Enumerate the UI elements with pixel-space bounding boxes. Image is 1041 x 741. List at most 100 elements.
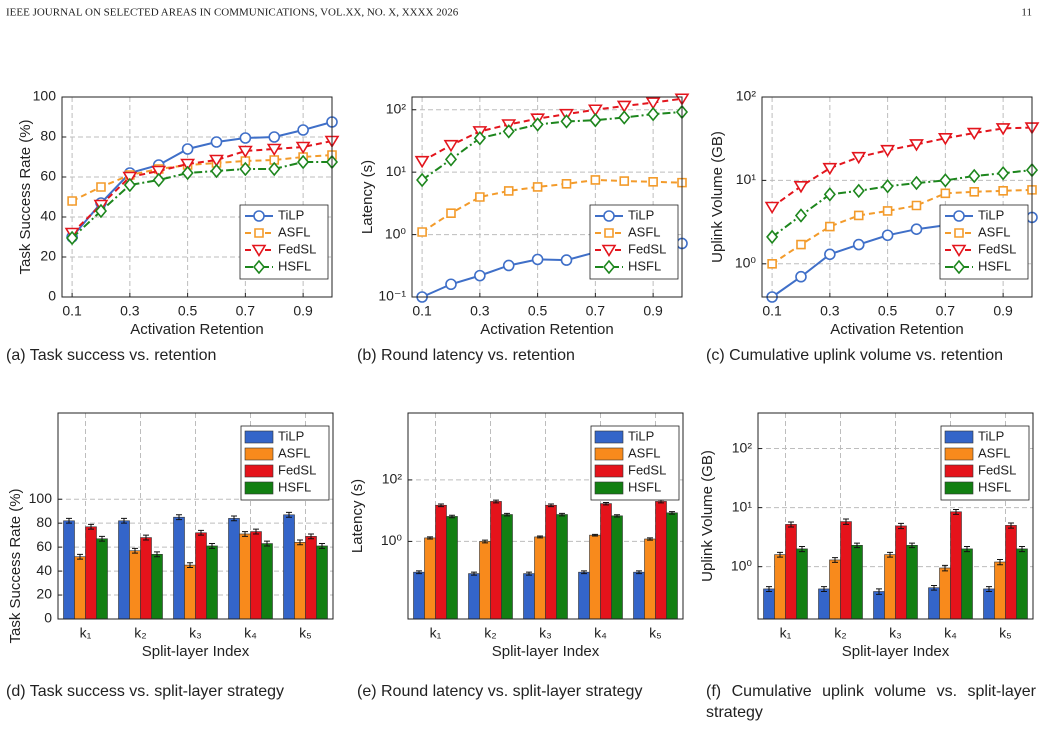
series-line bbox=[771, 188, 1033, 265]
legend-swatch bbox=[944, 464, 974, 478]
marker bbox=[253, 210, 265, 222]
y-tick-label: 10¹ bbox=[732, 498, 753, 514]
legend-label: TiLP bbox=[978, 428, 1004, 443]
series-line bbox=[71, 161, 332, 239]
error-bar bbox=[198, 529, 204, 536]
x-tick-label: k₃ bbox=[539, 625, 552, 641]
error-bar bbox=[427, 536, 433, 540]
bar bbox=[490, 501, 502, 620]
bar bbox=[545, 504, 557, 620]
marker bbox=[180, 158, 196, 172]
series-line bbox=[771, 169, 1033, 238]
y-tick-label: 10⁻¹ bbox=[378, 288, 406, 304]
error-bar bbox=[143, 534, 149, 541]
bar bbox=[534, 536, 546, 620]
marker bbox=[532, 182, 543, 192]
bar bbox=[129, 550, 141, 620]
x-tick-label: 0.9 bbox=[993, 303, 1013, 319]
bar bbox=[228, 518, 240, 620]
x-axis-label: Activation Retention bbox=[130, 321, 263, 338]
error-bar bbox=[242, 531, 248, 537]
legend-swatch bbox=[594, 430, 624, 444]
bar bbox=[523, 573, 535, 620]
marker bbox=[910, 175, 923, 191]
x-tick-label: 0.9 bbox=[643, 303, 663, 319]
marker bbox=[951, 244, 967, 258]
bar bbox=[785, 524, 797, 620]
bar bbox=[239, 533, 251, 620]
page-number: 11 bbox=[1021, 7, 1032, 19]
series-line bbox=[421, 111, 683, 181]
legend-swatch bbox=[944, 447, 974, 461]
marker bbox=[824, 248, 836, 261]
y-axis-label: Task Success Rate (%) bbox=[17, 119, 34, 274]
error-bar bbox=[99, 535, 105, 542]
bar bbox=[556, 514, 568, 620]
bar bbox=[884, 554, 896, 620]
marker bbox=[795, 270, 807, 283]
y-axis-label: Uplink Volume (GB) bbox=[709, 131, 726, 263]
bar bbox=[589, 534, 601, 620]
marker bbox=[882, 206, 893, 216]
x-tick-label: k₄ bbox=[944, 625, 957, 641]
legend-swatch bbox=[594, 464, 624, 478]
marker bbox=[560, 254, 573, 266]
marker bbox=[954, 228, 964, 238]
legend-label: TiLP bbox=[278, 207, 304, 222]
plot-frame bbox=[61, 96, 333, 298]
error-bar bbox=[777, 551, 783, 558]
bar bbox=[928, 587, 940, 620]
error-bar bbox=[253, 528, 259, 535]
marker bbox=[297, 154, 310, 170]
legend-label: ASFL bbox=[978, 224, 1011, 239]
x-tick-label: 0.1 bbox=[762, 303, 782, 319]
marker bbox=[151, 165, 167, 179]
error-bar bbox=[909, 542, 915, 549]
marker bbox=[952, 259, 966, 275]
figure-caption: (a) Task success vs. retention bbox=[6, 347, 217, 364]
x-tick-label: 0.5 bbox=[178, 303, 198, 319]
marker bbox=[266, 143, 282, 157]
marker bbox=[503, 186, 514, 196]
marker bbox=[502, 259, 515, 272]
bar bbox=[578, 571, 590, 620]
error-bar bbox=[832, 557, 838, 563]
legend-label: FedSL bbox=[278, 462, 316, 477]
marker bbox=[618, 110, 631, 125]
marker bbox=[881, 229, 894, 242]
marker bbox=[209, 154, 224, 168]
bar bbox=[294, 542, 306, 620]
marker bbox=[793, 180, 809, 194]
x-tick-label: 0.5 bbox=[878, 303, 898, 319]
bar bbox=[85, 526, 97, 620]
bar bbox=[316, 545, 328, 620]
marker bbox=[601, 244, 617, 258]
legend-swatch bbox=[244, 464, 274, 478]
error-bar bbox=[132, 547, 138, 554]
marker bbox=[239, 161, 252, 177]
x-tick-label: 0.1 bbox=[412, 303, 432, 319]
legend-swatch bbox=[244, 430, 274, 444]
error-bar bbox=[66, 517, 72, 524]
marker bbox=[561, 179, 572, 189]
x-axis-label: Split-layer Index bbox=[492, 643, 600, 660]
y-tick-label: 10² bbox=[732, 439, 753, 455]
marker bbox=[210, 136, 223, 148]
legend-label: TiLP bbox=[978, 207, 1004, 222]
error-bar bbox=[898, 522, 904, 530]
marker bbox=[796, 239, 806, 250]
marker bbox=[122, 171, 138, 185]
y-tick-label: 10² bbox=[736, 88, 757, 104]
bar bbox=[796, 548, 808, 620]
y-axis-label: Uplink Volume (GB) bbox=[699, 450, 716, 582]
marker bbox=[604, 228, 614, 238]
marker bbox=[445, 278, 457, 291]
error-bar bbox=[592, 533, 598, 537]
bar bbox=[305, 536, 317, 620]
x-tick-label: 0.9 bbox=[293, 303, 313, 319]
y-tick-label: 10⁰ bbox=[735, 255, 757, 271]
marker bbox=[953, 210, 965, 222]
marker bbox=[417, 227, 427, 237]
error-bar bbox=[526, 571, 532, 576]
x-tick-label: 0.3 bbox=[820, 303, 840, 319]
